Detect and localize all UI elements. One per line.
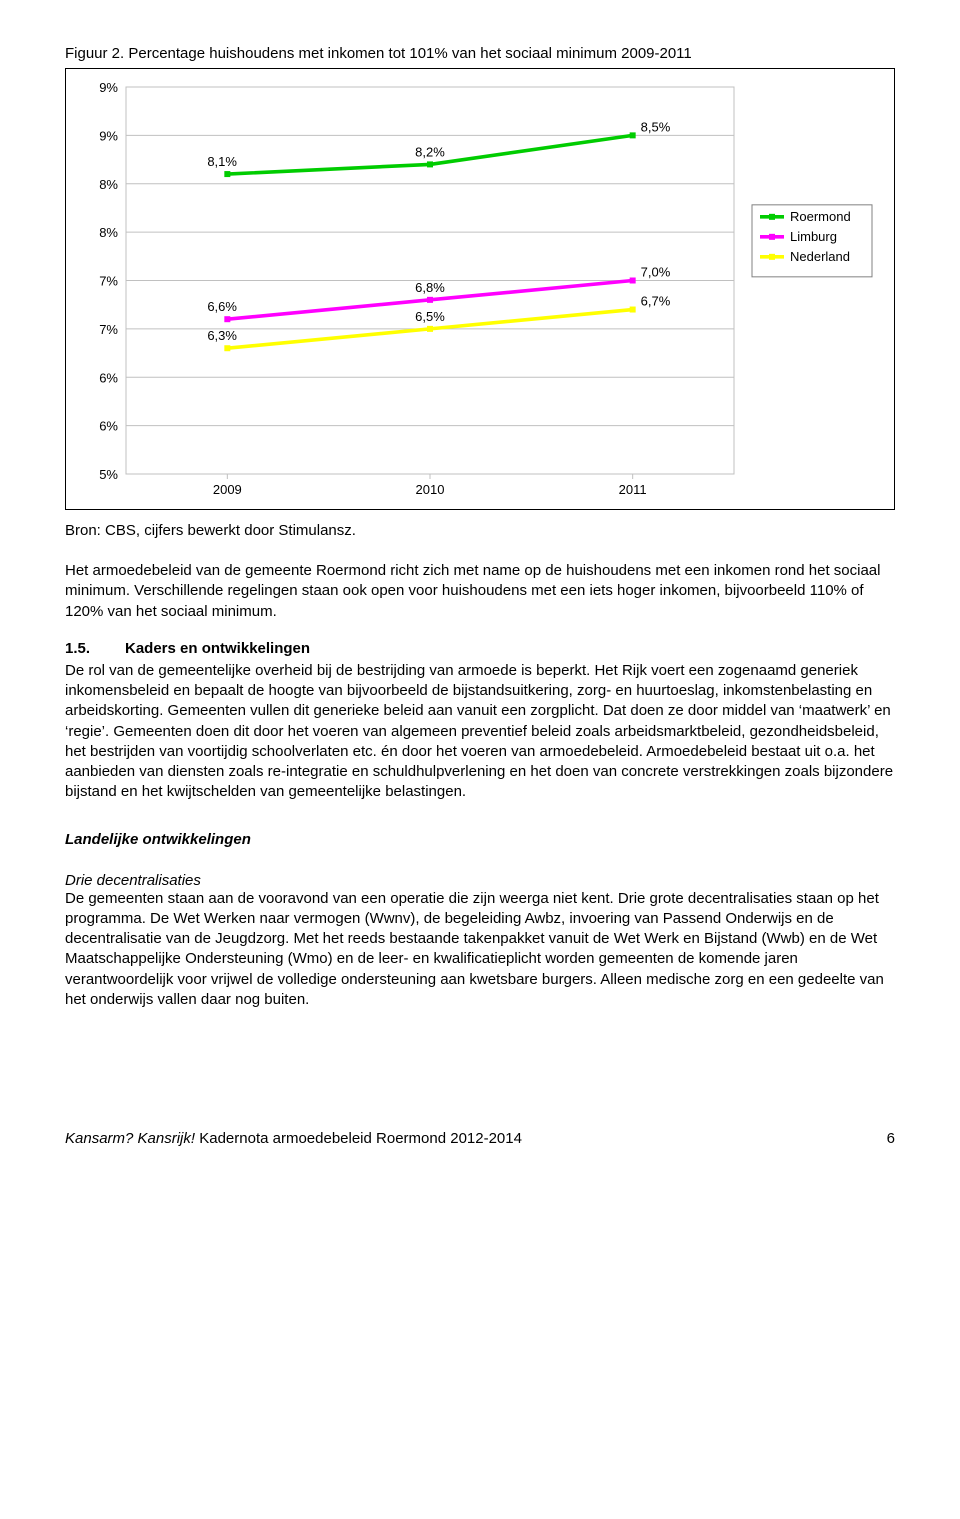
svg-text:Nederland: Nederland: [790, 249, 850, 264]
chart-svg: 5% 6% 6% 7% 7% 8% 8% 9% 9% 2009 2010 2011 8,1% 8,2% 8,…: [66, 69, 894, 509]
page-footer: Kansarm? Kansrijk! Kadernota armoedebele…: [65, 1130, 895, 1147]
svg-text:6%: 6%: [99, 370, 118, 385]
svg-text:8,2%: 8,2%: [415, 144, 445, 159]
paragraph-3: De gemeenten staan aan de vooravond van …: [65, 889, 895, 1011]
heading-drie: Drie decentralisaties: [65, 872, 895, 889]
footer-italic: Kansarm? Kansrijk!: [65, 1130, 195, 1147]
svg-text:6,3%: 6,3%: [207, 328, 237, 343]
svg-text:Roermond: Roermond: [790, 209, 851, 224]
svg-text:8,1%: 8,1%: [207, 154, 237, 169]
figure-source: Bron: CBS, cijfers bewerkt door Stimulan…: [65, 522, 895, 539]
svg-text:5%: 5%: [99, 467, 118, 482]
svg-text:2009: 2009: [213, 482, 242, 497]
svg-text:7,0%: 7,0%: [641, 265, 671, 280]
page-number: 6: [887, 1130, 895, 1147]
figure-chart: 5% 6% 6% 7% 7% 8% 8% 9% 9% 2009 2010 2011 8,1% 8,2% 8,…: [65, 68, 895, 510]
svg-text:6,5%: 6,5%: [415, 309, 445, 324]
figure-title: Figuur 2. Percentage huishoudens met ink…: [65, 45, 895, 62]
svg-text:2011: 2011: [619, 482, 647, 497]
svg-text:Limburg: Limburg: [790, 229, 837, 244]
svg-text:6,8%: 6,8%: [415, 280, 445, 295]
svg-text:8%: 8%: [99, 225, 118, 240]
heading-landelijk: Landelijke ontwikkelingen: [65, 831, 895, 848]
footer-left: Kansarm? Kansrijk! Kadernota armoedebele…: [65, 1130, 522, 1147]
paragraph-2: De rol van de gemeentelijke overheid bij…: [65, 661, 895, 803]
svg-text:7%: 7%: [99, 274, 118, 289]
svg-text:9%: 9%: [99, 80, 118, 95]
svg-text:2010: 2010: [416, 482, 445, 497]
section-title: Kaders en ontwikkelingen: [125, 640, 310, 657]
svg-text:7%: 7%: [99, 322, 118, 337]
svg-text:8,5%: 8,5%: [641, 119, 671, 134]
section-number: 1.5.: [65, 640, 125, 657]
svg-text:6,6%: 6,6%: [207, 299, 237, 314]
section-1-5-heading: 1.5.Kaders en ontwikkelingen: [65, 640, 895, 657]
paragraph-1: Het armoedebeleid van de gemeente Roermo…: [65, 561, 895, 622]
svg-text:8%: 8%: [99, 177, 118, 192]
svg-text:6%: 6%: [99, 419, 118, 434]
svg-text:9%: 9%: [99, 128, 118, 143]
svg-text:6,7%: 6,7%: [641, 294, 671, 309]
footer-rest: Kadernota armoedebeleid Roermond 2012-20…: [195, 1130, 522, 1147]
